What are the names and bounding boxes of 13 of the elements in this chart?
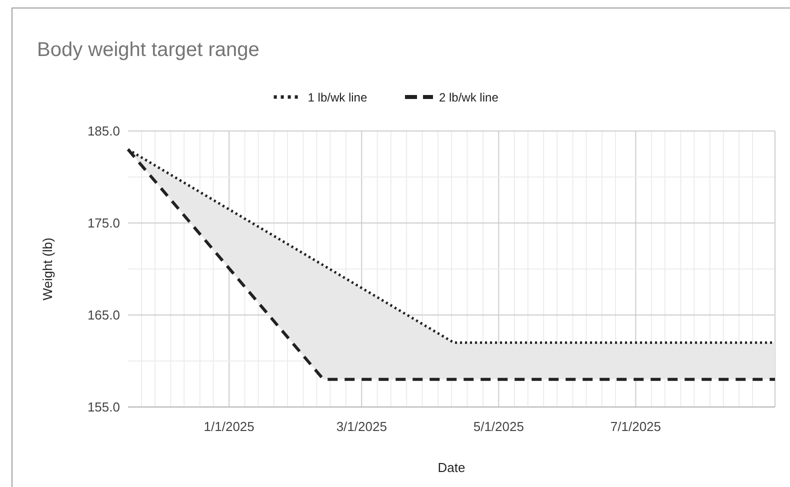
y-tick-label: 165.0 [87,308,120,322]
x-tick-label: 1/1/2025 [204,419,254,434]
legend-label: 2 lb/wk line [439,90,499,104]
y-tick-label: 155.0 [87,400,120,414]
x-tick-label: 7/1/2025 [610,419,662,434]
chart-title: Body weight target range [37,39,260,61]
y-axis-title: Weight (lb) [40,238,55,300]
legend-label: 1 lb/wk line [308,90,368,104]
x-tick-label: 5/1/2025 [473,419,524,434]
y-tick-label: 185.0 [87,124,120,138]
x-axis-title: Date [438,460,466,475]
x-tick-label: 3/1/2025 [336,419,387,434]
y-tick-label: 175.0 [87,216,120,230]
